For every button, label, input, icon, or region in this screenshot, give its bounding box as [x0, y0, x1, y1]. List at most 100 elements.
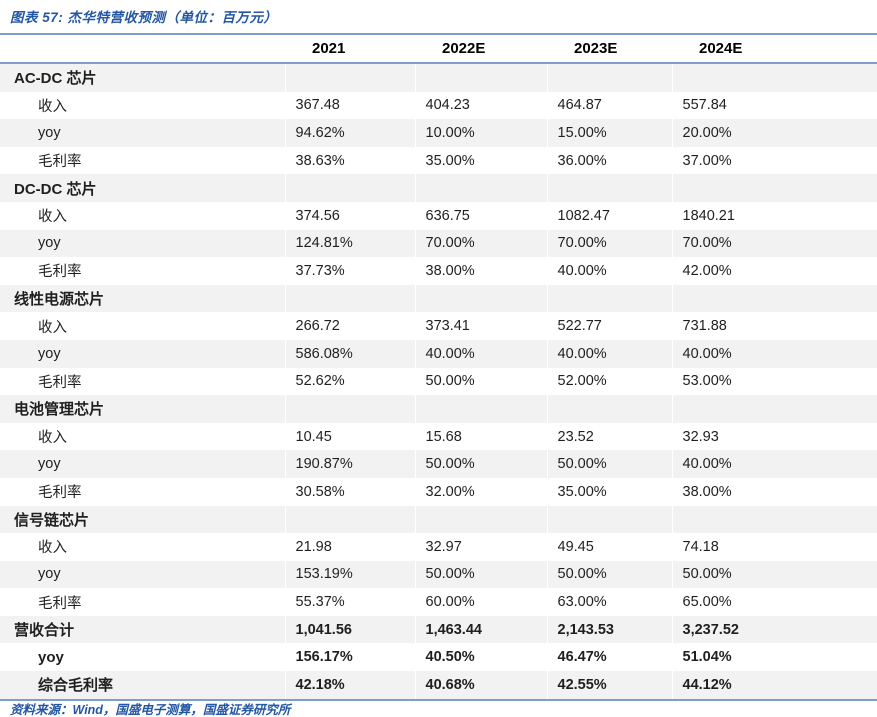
table-row: 收入 266.72 373.41 522.77 731.88 — [0, 312, 877, 340]
cell-value: 40.00% — [546, 339, 672, 368]
cell-value: 1,041.56 — [284, 615, 415, 644]
cell-value — [284, 63, 415, 92]
cell-value: 38.00% — [414, 257, 547, 285]
cell-value — [671, 505, 877, 534]
table-row: 毛利率 37.73% 38.00% 40.00% 42.00% — [0, 257, 877, 285]
section-row: 信号链芯片 — [0, 505, 877, 534]
table-row: yoy 153.19% 50.00% 50.00% 50.00% — [0, 560, 877, 589]
cell-value: 3,237.52 — [671, 615, 877, 644]
cell-value: 63.00% — [546, 588, 672, 616]
cell-value: 1,463.44 — [414, 615, 547, 644]
section-row: DC-DC 芯片 — [0, 174, 877, 202]
cell-value — [546, 505, 672, 534]
cell-value: 32.93 — [671, 422, 877, 451]
cell-value: 50.00% — [546, 560, 672, 589]
cell-value: 266.72 — [284, 312, 415, 340]
cell-value: 42.00% — [671, 257, 877, 285]
cell-value: 38.63% — [284, 146, 415, 175]
cell-value: 557.84 — [671, 91, 877, 120]
row-label: 信号链芯片 — [14, 511, 90, 529]
cell-value: 52.00% — [546, 367, 672, 396]
header-cell-2022e: 2022E — [415, 34, 547, 64]
cell-value: 35.00% — [546, 477, 672, 506]
cell-value: 404.23 — [414, 91, 547, 120]
summary-row: 营收合计 1,041.56 1,463.44 2,143.53 3,237.52 — [0, 615, 877, 644]
cell-value: 23.52 — [546, 422, 672, 451]
table-row: 毛利率 55.37% 60.00% 63.00% 65.00% — [0, 588, 877, 616]
cell-value: 30.58% — [284, 477, 415, 506]
cell-value: 40.00% — [546, 257, 672, 285]
cell-value: 65.00% — [671, 588, 877, 616]
cell-value — [414, 63, 547, 92]
header-cell-blank — [0, 34, 285, 64]
cell-value: 46.47% — [546, 643, 672, 672]
cell-value: 1840.21 — [671, 201, 877, 230]
cell-value: 50.00% — [546, 450, 672, 478]
row-label: 收入 — [38, 209, 67, 226]
cell-value: 153.19% — [284, 560, 415, 589]
row-label: 毛利率 — [38, 374, 82, 391]
cell-value — [414, 505, 547, 534]
cell-value: 522.77 — [546, 312, 672, 340]
row-label: 收入 — [38, 430, 67, 447]
row-label: 毛利率 — [38, 154, 82, 171]
summary-row: 综合毛利率 42.18% 40.68% 42.55% 44.12% — [0, 671, 877, 700]
row-label: 营收合计 — [14, 622, 75, 640]
cell-value: 10.45 — [284, 422, 415, 451]
cell-value: 20.00% — [671, 119, 877, 147]
cell-value: 37.00% — [671, 146, 877, 175]
row-label: yoy — [38, 235, 61, 252]
cell-value: 49.45 — [546, 533, 672, 561]
cell-value — [284, 284, 415, 313]
cell-value: 74.18 — [671, 533, 877, 561]
cell-value: 10.00% — [414, 119, 547, 147]
table-row: 收入 374.56 636.75 1082.47 1840.21 — [0, 201, 877, 230]
cell-value: 15.00% — [546, 119, 672, 147]
cell-value: 32.00% — [414, 477, 547, 506]
row-label: yoy — [38, 648, 64, 666]
row-label: yoy — [38, 566, 61, 583]
table-row: 收入 10.45 15.68 23.52 32.93 — [0, 422, 877, 451]
row-label: 毛利率 — [38, 264, 82, 281]
cell-value: 373.41 — [414, 312, 547, 340]
cell-value: 15.68 — [414, 422, 547, 451]
cell-value: 50.00% — [671, 560, 877, 589]
cell-value: 70.00% — [671, 229, 877, 258]
revenue-forecast-table: 2021 2022E 2023E 2024E AC-DC 芯片 收入 367.48 4… — [0, 33, 877, 701]
row-label: 综合毛利率 — [38, 677, 114, 695]
cell-value — [414, 174, 547, 202]
cell-value: 374.56 — [284, 201, 415, 230]
cell-value: 40.00% — [671, 339, 877, 368]
cell-value — [284, 505, 415, 534]
table-row: 毛利率 52.62% 50.00% 52.00% 53.00% — [0, 367, 877, 396]
table-header-row: 2021 2022E 2023E 2024E — [0, 34, 877, 64]
cell-value: 40.00% — [671, 450, 877, 478]
cell-value — [671, 284, 877, 313]
cell-value — [546, 395, 672, 423]
cell-value: 40.68% — [414, 671, 547, 700]
row-label: yoy — [38, 345, 61, 362]
figure-title: 图表 57: 杰华特营收预测（单位：百万元） — [10, 10, 278, 25]
cell-value: 50.00% — [414, 367, 547, 396]
cell-value: 32.97 — [414, 533, 547, 561]
cell-value: 42.18% — [284, 671, 415, 700]
cell-value — [284, 395, 415, 423]
summary-row: yoy 156.17% 40.50% 46.47% 51.04% — [0, 643, 877, 672]
cell-value: 70.00% — [414, 229, 547, 258]
cell-value: 36.00% — [546, 146, 672, 175]
cell-value: 636.75 — [414, 201, 547, 230]
cell-value: 464.87 — [546, 91, 672, 120]
row-label: 线性电源芯片 — [14, 291, 105, 309]
cell-value: 42.55% — [546, 671, 672, 700]
cell-value: 50.00% — [414, 450, 547, 478]
header-cell-2021: 2021 — [285, 34, 415, 64]
section-row: 线性电源芯片 — [0, 284, 877, 313]
row-label: 收入 — [38, 319, 67, 336]
cell-value — [671, 63, 877, 92]
table-row: 毛利率 38.63% 35.00% 36.00% 37.00% — [0, 146, 877, 175]
row-label: 毛利率 — [38, 595, 82, 612]
table-row: 收入 367.48 404.23 464.87 557.84 — [0, 91, 877, 120]
row-label: 电池管理芯片 — [14, 401, 105, 419]
cell-value — [284, 174, 415, 202]
